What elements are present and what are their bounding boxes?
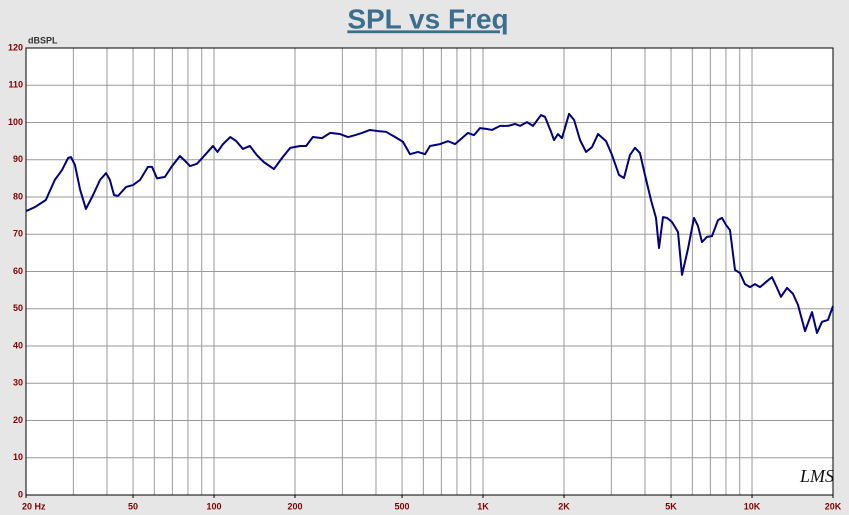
y-tick-label: 120: [8, 42, 23, 52]
y-tick-label: 100: [8, 117, 23, 127]
x-tick-label: 5K: [665, 501, 677, 511]
y-tick-label: 80: [13, 191, 23, 201]
x-tick-label: 10K: [744, 501, 761, 511]
y-tick-label: 60: [13, 266, 23, 276]
x-tick-label: 1K: [477, 501, 489, 511]
y-tick-label: 40: [13, 340, 23, 350]
y-tick-label: 20: [13, 415, 23, 425]
y-tick-label: 30: [13, 378, 23, 388]
watermark: LMS: [799, 466, 834, 486]
x-tick-label: 200: [287, 501, 302, 511]
x-tick-label: 100: [207, 501, 222, 511]
y-tick-label: 90: [13, 154, 23, 164]
x-tick-label: 50: [128, 501, 138, 511]
y-axis-label: dBSPL: [28, 35, 58, 45]
y-tick-label: 0: [18, 489, 23, 499]
y-tick-label: 110: [8, 80, 23, 90]
y-tick-label: 70: [13, 229, 23, 239]
x-tick-label: 20 Hz: [22, 501, 46, 511]
x-tick-label: 20K: [825, 501, 842, 511]
x-tick-label: 2K: [558, 501, 570, 511]
plot-border: [25, 47, 834, 496]
chart-title: SPL vs Freq: [347, 3, 508, 34]
x-tick-label: 500: [395, 501, 410, 511]
y-tick-label: 50: [13, 303, 23, 313]
spl-line: [25, 112, 834, 334]
y-tick-label: 10: [13, 452, 23, 462]
